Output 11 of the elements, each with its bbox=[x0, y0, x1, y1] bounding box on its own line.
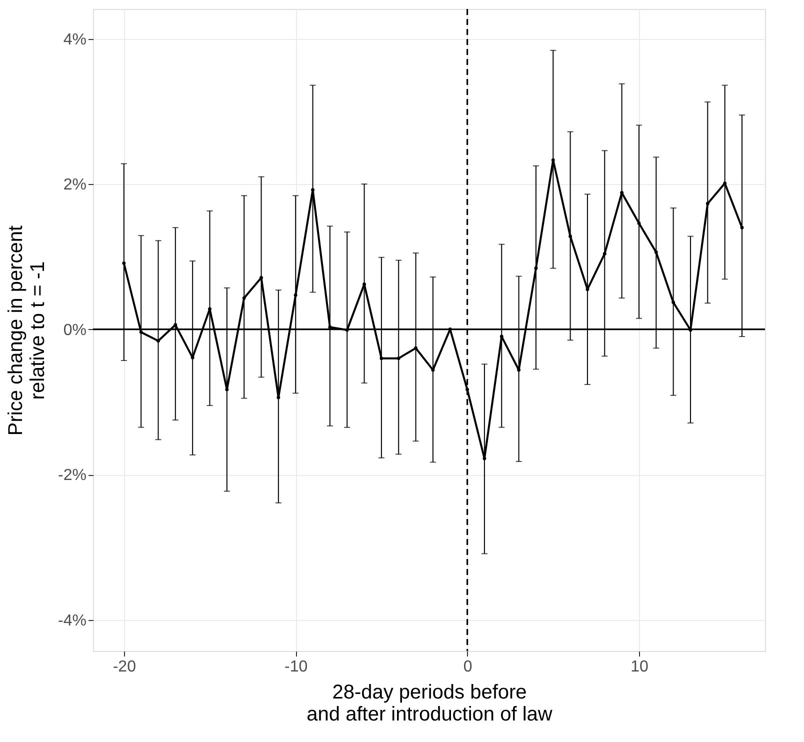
y-tick-label: 4% bbox=[63, 31, 86, 48]
y-tick-label: -2% bbox=[58, 467, 86, 484]
x-tick-label: 0 bbox=[463, 658, 472, 676]
x-tick-label: -20 bbox=[112, 658, 136, 676]
y-tick-label: 2% bbox=[63, 176, 86, 194]
y-tick-label: -4% bbox=[58, 612, 86, 630]
x-tick-label: 10 bbox=[630, 658, 648, 676]
y-tick-label: 0% bbox=[63, 322, 86, 339]
y-axis-title: Price change in percent relative to t = -1 bbox=[5, 225, 50, 436]
x-axis-title: 28-day periods before and after introduction of law bbox=[306, 682, 553, 726]
x-tick-label: -10 bbox=[284, 658, 308, 676]
